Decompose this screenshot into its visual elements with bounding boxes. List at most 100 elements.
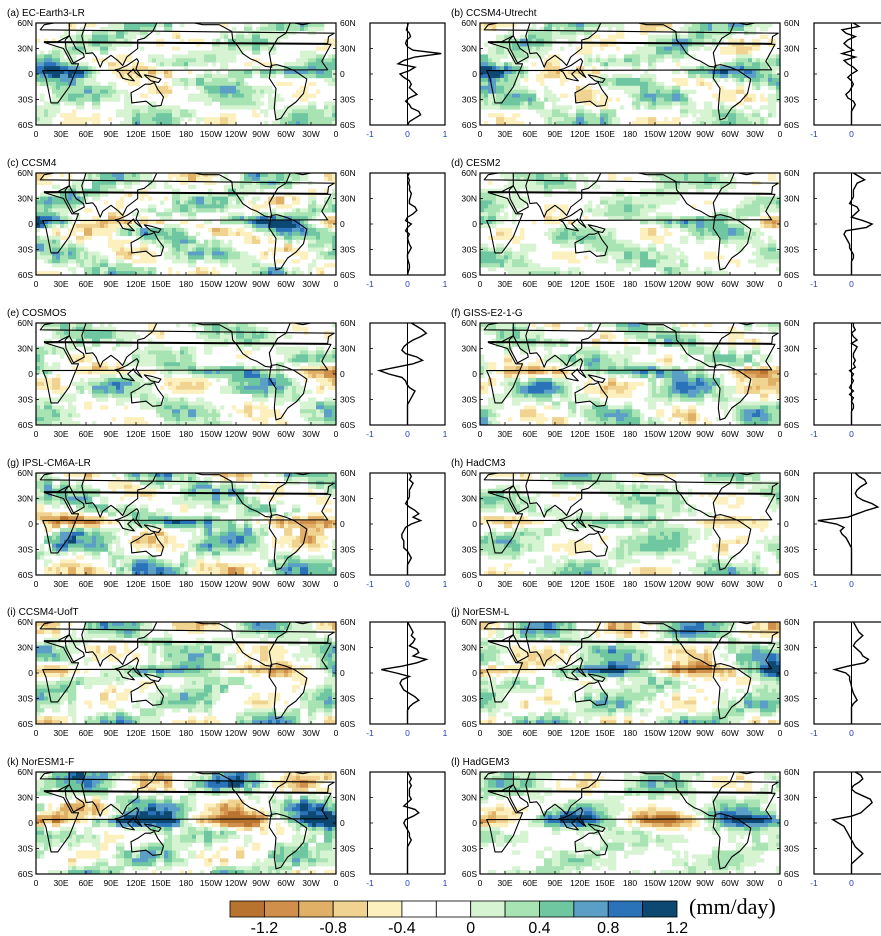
lon-tick-label: 120W <box>669 728 691 738</box>
lon-tick-label: 60E <box>78 579 93 589</box>
coastline <box>42 640 332 703</box>
coastline <box>114 358 143 382</box>
lat-tick-label-right: 30S <box>340 95 355 105</box>
panel-6: (f) GISS-E2-1-G 0 30E 60E 90E 120E 150E 180 150W… <box>451 308 881 439</box>
panel-title: (k) NorESM1-F <box>7 757 74 768</box>
coastline <box>525 323 602 368</box>
lon-tick-label: 30W <box>302 728 319 738</box>
profile-x-tick-label: -1 <box>366 878 374 888</box>
coastline <box>64 35 85 64</box>
coastline <box>114 657 143 681</box>
lat-tick-label-left: 60S <box>462 420 477 430</box>
lon-tick-label: 0 <box>778 728 783 738</box>
coastline <box>268 514 308 571</box>
coastline <box>712 64 752 121</box>
lat-tick-label-right: 30S <box>340 245 355 255</box>
lon-tick-label: 180 <box>179 429 193 439</box>
coastline <box>508 185 529 214</box>
lat-tick-label-right: 0 <box>784 219 789 229</box>
coastline <box>81 622 158 667</box>
profile-x-tick-label: -1 <box>366 429 374 439</box>
lat-tick-label-left: 30S <box>462 844 477 854</box>
coastline <box>587 224 606 234</box>
coastline <box>81 772 158 817</box>
lon-tick-label: 0 <box>478 129 483 139</box>
lon-tick-label: 120E <box>126 579 146 589</box>
lat-tick-label-left: 0 <box>28 519 33 529</box>
lat-tick-label-left: 60N <box>461 767 477 777</box>
lon-tick-label: 0 <box>34 579 39 589</box>
coastline <box>525 23 602 68</box>
lat-tick-label-left: 30S <box>18 395 33 405</box>
lat-tick-label-right: 60N <box>784 767 800 777</box>
profile-x-tick-label: -1 <box>366 129 374 139</box>
lat-tick-label-left: 0 <box>472 369 477 379</box>
coastline <box>525 173 602 218</box>
coastline <box>293 173 312 176</box>
lat-tick-label-left: 60N <box>17 468 33 478</box>
lat-tick-label-right: 30S <box>784 844 799 854</box>
colorbar-swatch <box>435 900 472 918</box>
coastline <box>42 492 332 554</box>
panel-title: (a) EC-Earth3-LR <box>7 8 85 19</box>
lon-tick-label: 90W <box>696 279 713 289</box>
precip-field <box>36 323 336 425</box>
lat-tick-label-left: 0 <box>472 69 477 79</box>
lat-tick-label-left: 30N <box>461 44 477 54</box>
panel-7: (g) IPSL-CM6A-LR 0 30E 60E 90E 120E 150E 180 150… <box>7 458 448 589</box>
lat-tick-label-right: 0 <box>784 668 789 678</box>
lat-tick-label-left: 60N <box>461 318 477 328</box>
lat-tick-label-right: 60N <box>784 168 800 178</box>
lat-tick-label-left: 60S <box>18 420 33 430</box>
lat-tick-label-left: 30N <box>461 494 477 504</box>
coastline <box>114 58 143 82</box>
lat-tick-label-right: 30N <box>784 494 800 504</box>
coastline <box>574 531 609 557</box>
profile-x-tick-label: -1 <box>810 579 818 589</box>
profile-x-tick-label: -1 <box>366 279 374 289</box>
coastline <box>64 784 85 813</box>
coastline <box>587 673 606 683</box>
lon-tick-label: 150E <box>151 728 171 738</box>
lat-tick-label-left: 60N <box>17 617 33 627</box>
coastline <box>268 813 308 870</box>
lat-tick-label-left: 30S <box>462 694 477 704</box>
coastline <box>143 224 162 234</box>
coastline <box>574 81 609 107</box>
lat-tick-label-left: 30N <box>17 44 33 54</box>
coastline <box>39 772 335 793</box>
coastline <box>558 657 587 681</box>
precip-field <box>480 23 780 125</box>
lat-tick-label-left: 60S <box>462 869 477 879</box>
lon-tick-label: 0 <box>34 429 39 439</box>
coastline <box>39 173 335 194</box>
lat-tick-label-right: 0 <box>784 69 789 79</box>
lon-tick-label: 120W <box>225 579 247 589</box>
profile-x-tick-label: 0 <box>405 728 410 738</box>
lat-tick-label-left: 30N <box>17 793 33 803</box>
coastline <box>39 23 335 44</box>
lat-tick-label-left: 30N <box>17 494 33 504</box>
lon-tick-label: 30E <box>53 279 68 289</box>
lat-tick-label-left: 60S <box>18 270 33 280</box>
panel-title: (i) CCSM4-UofT <box>7 607 79 618</box>
lat-tick-label-right: 30N <box>784 344 800 354</box>
colorbar-tick-label: -0.4 <box>388 920 416 936</box>
lon-tick-label: 60E <box>78 279 93 289</box>
coastline <box>114 508 143 532</box>
lon-tick-label: 90E <box>103 878 118 888</box>
profile-frame <box>813 22 881 126</box>
lon-tick-label: 180 <box>623 429 637 439</box>
lon-tick-label: 150W <box>200 579 222 589</box>
coastline <box>143 524 162 534</box>
coastline <box>268 64 308 121</box>
zonal-profile-line <box>381 621 429 724</box>
profile-x-tick-label: 0 <box>849 129 854 139</box>
lon-tick-label: 150E <box>595 429 615 439</box>
lon-tick-label: 0 <box>478 429 483 439</box>
zonal-profile-line <box>839 22 861 125</box>
coastline <box>293 622 312 625</box>
colorbar-tick-label: 0.4 <box>528 920 550 936</box>
profile-x-tick-label: 1 <box>443 279 448 289</box>
